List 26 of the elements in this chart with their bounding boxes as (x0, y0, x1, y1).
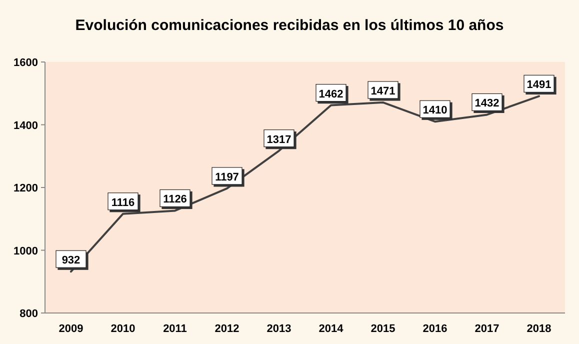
y-tick-label: 1600 (14, 57, 38, 69)
data-label: 1116 (111, 196, 135, 209)
y-tick-label: 1200 (14, 182, 38, 194)
data-label: 1491 (526, 79, 552, 92)
x-tick-label: 2014 (318, 323, 344, 335)
data-label: 1197 (215, 171, 239, 184)
x-tick-label: 2018 (526, 323, 552, 335)
x-tick-label: 2011 (163, 323, 187, 335)
data-label: 1410 (422, 104, 448, 117)
data-label: 932 (62, 254, 80, 267)
data-label: 1126 (163, 194, 187, 206)
x-tick-label: 2012 (214, 323, 240, 335)
x-tick-label: 2017 (474, 323, 500, 335)
y-tick-label: 800 (20, 308, 38, 320)
data-label: 1432 (474, 98, 500, 110)
data-label: 1462 (318, 88, 344, 100)
x-tick-label: 2015 (370, 323, 396, 335)
x-tick-label: 2009 (58, 323, 84, 335)
chart-title: Evolución comunicaciones recibidas en los últimos 10 años (75, 17, 504, 34)
data-label: 1471 (370, 85, 396, 98)
data-label: 1317 (266, 134, 292, 146)
y-tick-label: 1000 (14, 245, 38, 258)
x-tick-label: 2010 (110, 323, 136, 335)
x-tick-label: 2013 (266, 323, 292, 335)
x-tick-label: 2016 (422, 323, 448, 335)
y-tick-label: 1400 (14, 120, 38, 132)
